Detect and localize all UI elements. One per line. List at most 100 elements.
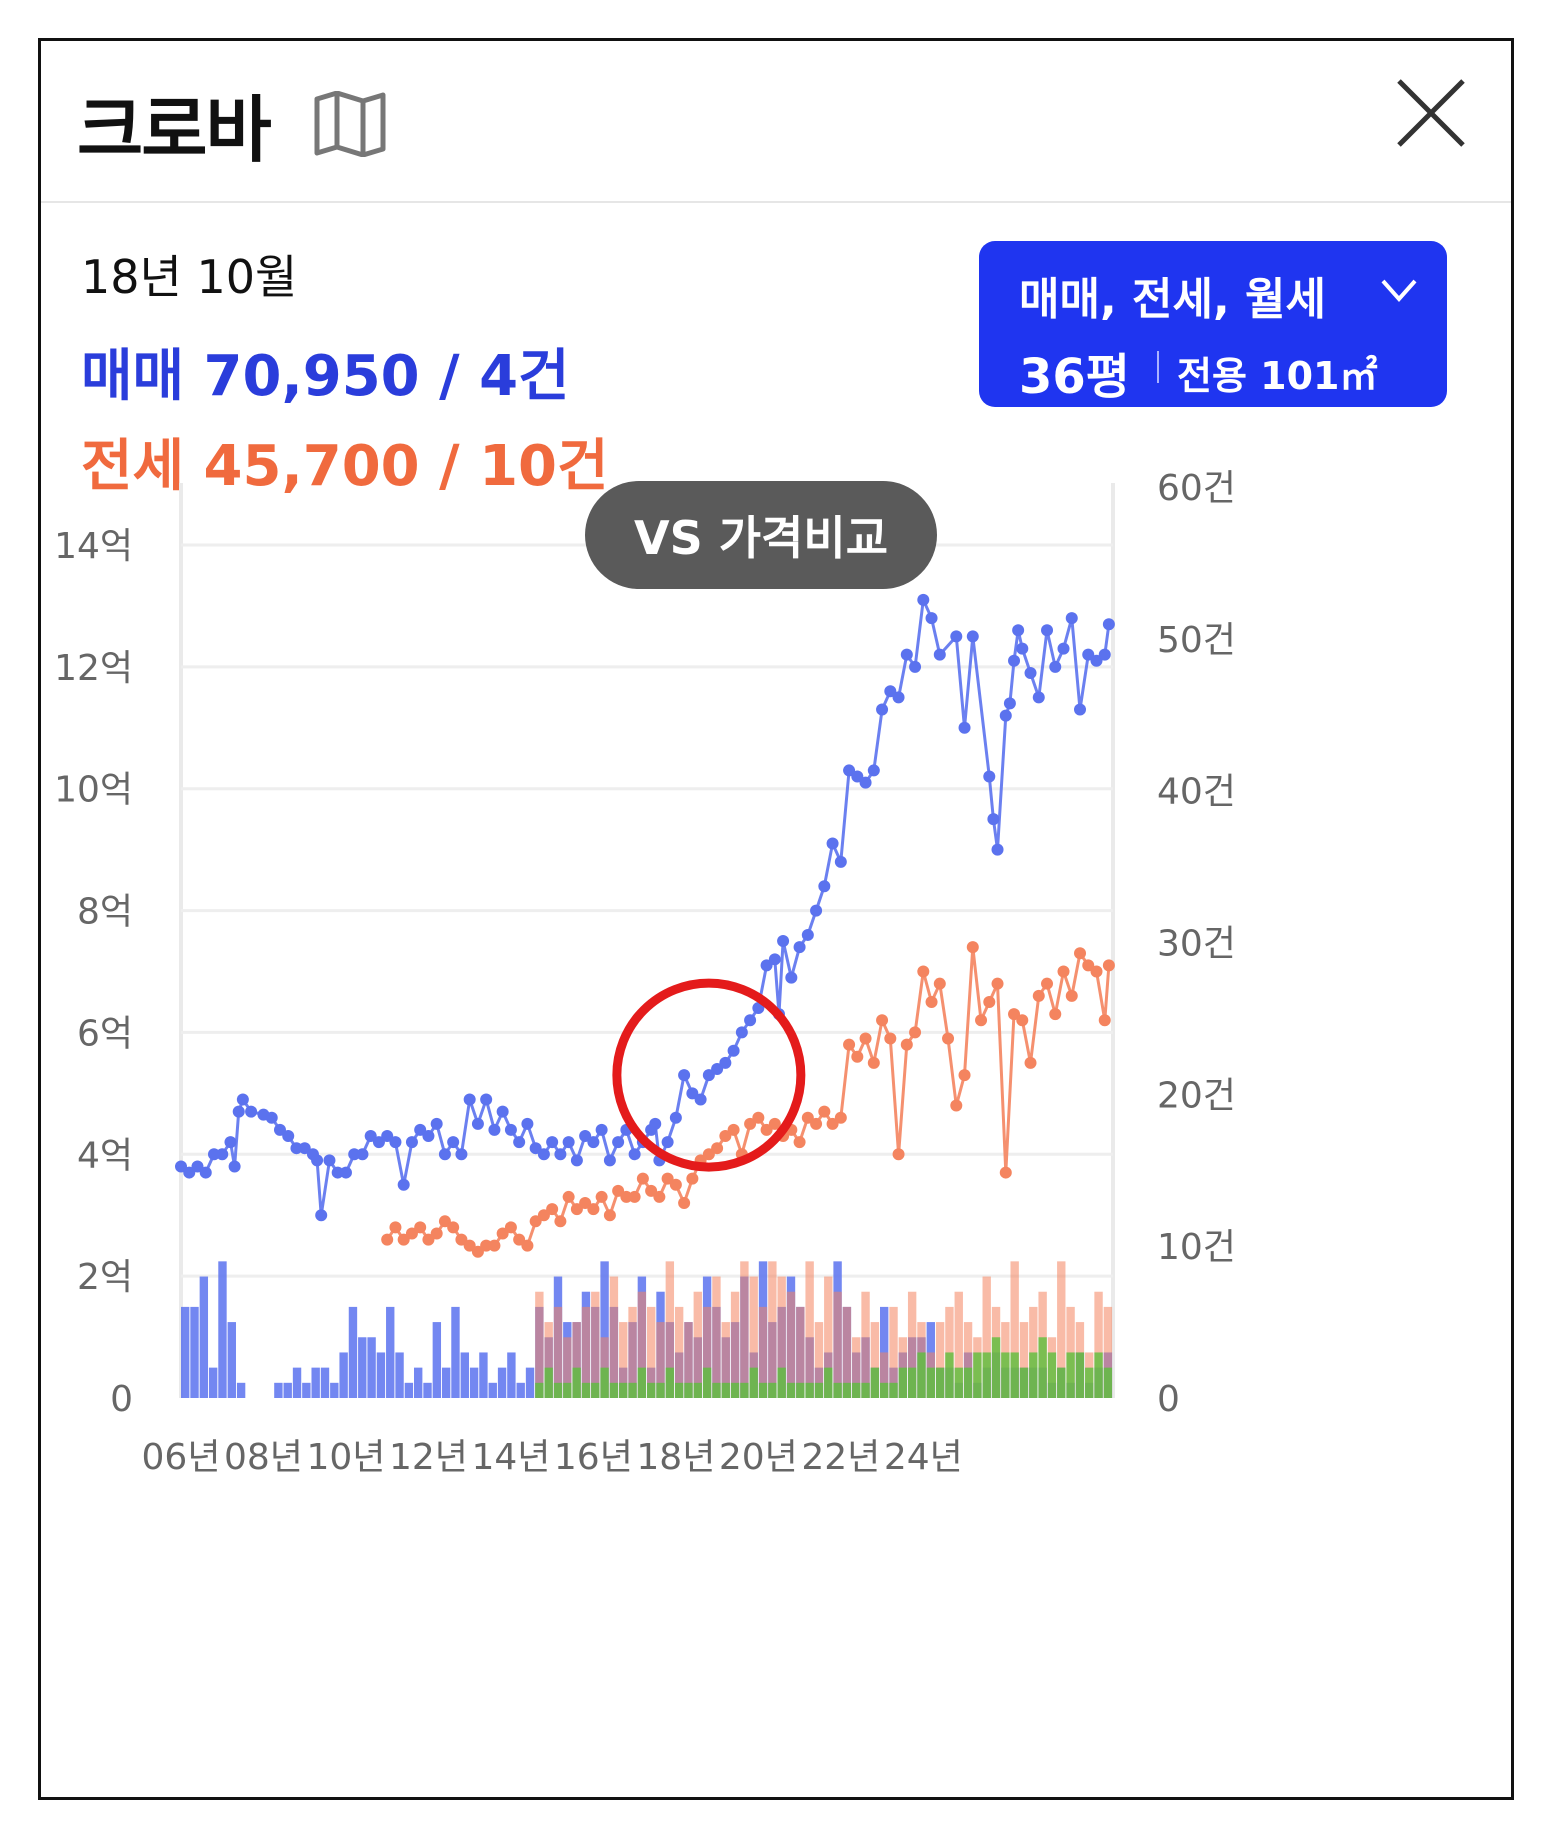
volume-bar [563,1382,572,1398]
sale-price-point [216,1148,229,1161]
volume-bar [740,1382,749,1398]
volume-bar [870,1367,880,1398]
volume-bar [292,1367,302,1398]
sale-price-point [686,1087,699,1100]
jeonse-price-point [917,965,930,978]
jeonse-price-point [389,1221,402,1234]
deal-type-filter-button[interactable]: 매매, 전세, 월세 36평 전용 101㎡ [979,241,1447,407]
sale-price-point [983,770,996,783]
jeonse-price-point [513,1233,526,1246]
jeonse-price-point [1008,1008,1021,1021]
sale-price-point [331,1166,344,1179]
highlight-circle [612,978,806,1172]
jeonse-summary: 전세 45,700 / 10건 [81,434,609,499]
jeonse-price-point [1098,1014,1111,1027]
volume-bar [684,1382,693,1398]
jeonse-price-point [603,1209,616,1222]
sale-price-point [311,1154,324,1167]
jeonse-price-point [554,1215,567,1228]
volume-bar [460,1352,469,1398]
volume-bar [1001,1352,1010,1398]
jeonse-price-point [876,1014,889,1027]
sale-price-point [628,1148,641,1161]
volume-bar [283,1382,292,1398]
sale-price-point [900,648,913,661]
volume-bar [1047,1352,1057,1398]
volume-bar [796,1382,805,1398]
y-left-tick-label: 2억 [77,1257,133,1298]
volume-bar [1010,1352,1019,1398]
y-left-tick-label: 8억 [77,892,133,933]
x-tick-label: 08년 [224,1437,303,1478]
jeonse-price-point [521,1239,534,1252]
volume-bar [190,1306,199,1398]
sale-price-point [999,709,1012,722]
jeonse-price-point [653,1190,666,1203]
sale-price-point [488,1123,501,1136]
close-icon[interactable] [1391,73,1471,153]
volume-bar [786,1382,796,1398]
y-left-tick-label: 12억 [54,648,133,689]
sale-price-point [1082,648,1095,661]
volume-bar [907,1367,917,1398]
jeonse-price-point [711,1142,724,1155]
volume-bar [320,1367,330,1398]
sale-price-point [579,1130,592,1143]
volume-bar [721,1382,730,1398]
volume-bar [423,1382,432,1398]
sale-price-point [826,837,839,850]
sale-price-point [678,1069,691,1082]
volume-bar [507,1352,516,1398]
jeonse-price-point [612,1184,625,1197]
sale-price-point [455,1148,468,1161]
sale-price-point [991,843,1004,856]
x-tick-label: 18년 [636,1437,715,1478]
sale-price-point [537,1148,550,1161]
volume-bar [852,1337,861,1398]
map-icon[interactable] [313,91,387,157]
sale-price-point [372,1136,385,1149]
volume-bar [712,1382,721,1398]
jeonse-price-point [1074,947,1087,960]
sale-price-point [389,1136,402,1149]
volume-bar [730,1291,740,1398]
volume-bar [1075,1352,1085,1398]
jeonse-price-point [422,1233,435,1246]
sale-price-point [810,904,823,917]
volume-bar [488,1382,497,1398]
sale-price-point [290,1142,303,1155]
sale-price-point [851,770,864,783]
sale-price-point [323,1154,336,1167]
sale-price-point [1016,642,1029,655]
volume-bar [367,1337,376,1398]
volume-bar [1094,1352,1103,1398]
sale-price-point [843,764,856,777]
sale-price-point [298,1142,311,1155]
volume-bar [768,1261,777,1398]
jeonse-price-point [925,995,938,1008]
x-tick-label: 24년 [884,1437,963,1478]
jeonse-price-point [438,1215,451,1228]
volume-bar [404,1382,414,1398]
sale-price-point [925,612,938,625]
size-divider [1157,351,1159,383]
volume-bar [581,1382,591,1398]
compare-button[interactable]: VS 가격비교 [585,481,937,589]
sale-price-point [430,1117,443,1130]
price-chart[interactable]: 0 2억 4억 6억 8억 10억 12억 14억 0 10건 20건 30건 40건 50건 60건 06년… [41,41,1511,1797]
volume-bar [1038,1337,1047,1398]
sale-price-point [834,855,847,868]
sale-price-point [1074,703,1087,716]
volume-bar [199,1276,209,1398]
sale-price-point [793,941,806,954]
jeonse-price-point [397,1233,410,1246]
sale-price-point [245,1105,258,1118]
volume-bar [330,1382,339,1398]
volume-bar [637,1367,647,1398]
deal-types-label: 매매, 전세, 월세 [1019,274,1326,325]
jeonse-price-point [975,1014,988,1027]
y-right-tick-label: 30건 [1157,924,1236,965]
volume-bar [609,1276,619,1398]
jeonse-price-point [752,1111,765,1124]
volume-bar [647,1306,656,1398]
